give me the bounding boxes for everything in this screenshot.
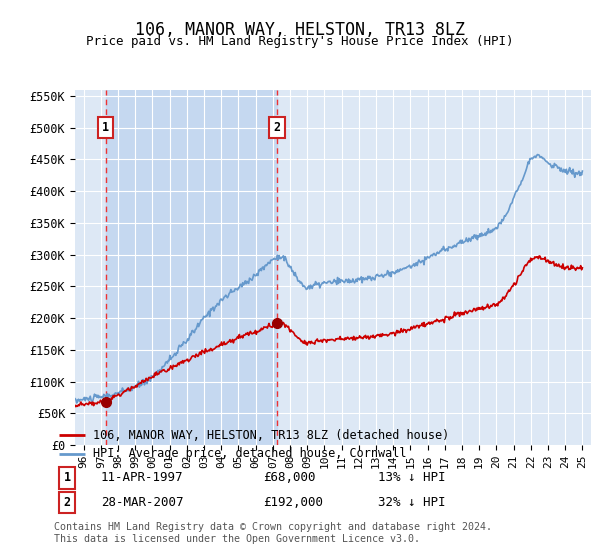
Text: This data is licensed under the Open Government Licence v3.0.: This data is licensed under the Open Gov…	[54, 534, 420, 544]
Text: 106, MANOR WAY, HELSTON, TR13 8LZ: 106, MANOR WAY, HELSTON, TR13 8LZ	[135, 21, 465, 39]
Text: £68,000: £68,000	[263, 472, 316, 484]
Text: Price paid vs. HM Land Registry's House Price Index (HPI): Price paid vs. HM Land Registry's House …	[86, 35, 514, 48]
Text: HPI: Average price, detached house, Cornwall: HPI: Average price, detached house, Corn…	[93, 447, 407, 460]
Text: 32% ↓ HPI: 32% ↓ HPI	[377, 496, 445, 509]
Text: 1: 1	[102, 121, 109, 134]
Text: 106, MANOR WAY, HELSTON, TR13 8LZ (detached house): 106, MANOR WAY, HELSTON, TR13 8LZ (detac…	[93, 429, 449, 442]
Text: 11-APR-1997: 11-APR-1997	[101, 472, 184, 484]
Text: 13% ↓ HPI: 13% ↓ HPI	[377, 472, 445, 484]
Text: 2: 2	[64, 496, 71, 509]
Text: 1: 1	[64, 472, 71, 484]
Text: Contains HM Land Registry data © Crown copyright and database right 2024.: Contains HM Land Registry data © Crown c…	[54, 522, 492, 532]
Text: 28-MAR-2007: 28-MAR-2007	[101, 496, 184, 509]
Text: 2: 2	[274, 121, 280, 134]
Bar	[106, 90, 277, 445]
Text: £192,000: £192,000	[263, 496, 323, 509]
